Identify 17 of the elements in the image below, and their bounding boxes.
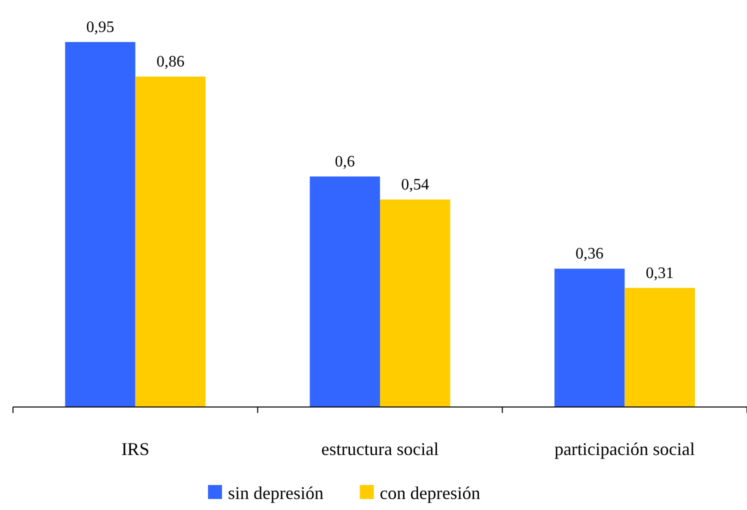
data-label: 0,31: [646, 264, 674, 282]
bar: [310, 176, 380, 407]
data-label: 0,95: [86, 19, 114, 36]
legend-label: con depresión: [380, 483, 480, 503]
data-label: 0,6: [334, 153, 355, 170]
bar: [554, 268, 625, 407]
bar: [65, 42, 136, 407]
x-tick-label: estructura social: [321, 439, 439, 459]
bar: [135, 76, 206, 407]
x-tick-label: participación social: [554, 439, 695, 459]
data-label: 0,36: [576, 246, 604, 263]
bar: [624, 288, 695, 407]
data-label: 0,86: [156, 54, 184, 71]
data-label: 0,54: [401, 176, 430, 194]
bar: [380, 200, 450, 407]
legend-label: sin depresión: [228, 483, 324, 503]
x-tick-label: IRS: [121, 439, 150, 459]
